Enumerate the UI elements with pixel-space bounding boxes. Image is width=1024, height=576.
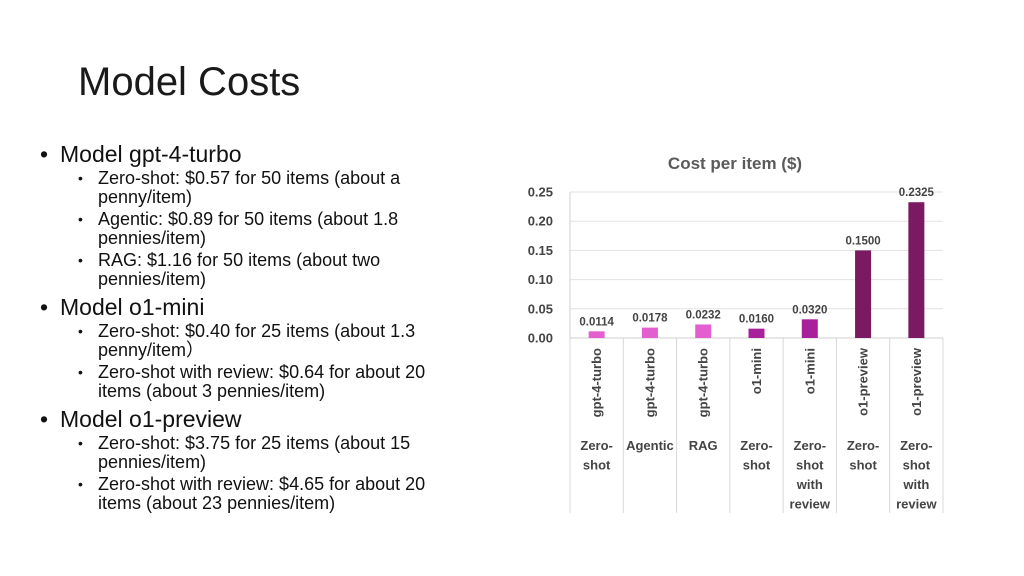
- category-method-label: Zero-: [740, 438, 773, 453]
- bullet-dot-icon: •: [40, 294, 49, 320]
- data-label: 0.0114: [579, 316, 614, 328]
- sub-bullet-line: Zero-shot with review: $4.65 for about 2…: [98, 474, 426, 494]
- category-method-label: review: [896, 497, 937, 512]
- sub-bullet-line: Agentic: $0.89 for 50 items (about 1.8: [98, 209, 399, 229]
- y-tick-label: 0.05: [528, 301, 553, 316]
- sub-bullet-text: RAG: $1.16 for 50 items (about two pennie…: [98, 251, 380, 289]
- sub-bullet-text: Agentic: $0.89 for 50 items (about 1.8 pe…: [98, 210, 398, 248]
- section-heading: • Model o1-preview: [40, 405, 490, 433]
- bullet-dot-icon: •: [78, 364, 83, 380]
- bullet-dot-icon: •: [40, 406, 49, 432]
- bar: [641, 327, 658, 338]
- bullet-dot-icon: •: [78, 435, 83, 451]
- slide-title: Model Costs: [78, 60, 301, 104]
- y-tick-label: 0.10: [528, 272, 553, 287]
- sub-list: • Zero-shot: $0.40 for 25 items (about 1.…: [78, 322, 490, 401]
- data-label: 0.1500: [845, 235, 880, 247]
- bar: [801, 319, 818, 338]
- sub-bullet-text: Zero-shot: $0.57 for 50 items (about a pe…: [98, 169, 400, 207]
- category-method-label: with: [902, 477, 929, 492]
- y-tick-label: 0.15: [528, 243, 553, 258]
- section-heading: • Model o1-mini: [40, 293, 490, 321]
- y-tick-label: 0.00: [528, 331, 553, 346]
- bar: [695, 324, 712, 338]
- bar: [855, 250, 872, 338]
- data-label: 0.2325: [899, 187, 935, 199]
- bullet-section: • Model gpt-4-turbo • Zero-shot: $0.57 for …: [40, 140, 490, 289]
- sub-bullet: • Zero-shot: $0.40 for 25 items (about 1.…: [78, 322, 490, 360]
- sub-bullet: • Agentic: $0.89 for 50 items (about 1.8 p…: [78, 210, 490, 248]
- section-heading: • Model gpt-4-turbo: [40, 140, 490, 168]
- category-model-label: o1-mini: [749, 348, 764, 394]
- bullet-dot-icon: •: [40, 141, 49, 167]
- category-method-label: shot: [796, 458, 824, 473]
- y-tick-label: 0.20: [528, 214, 553, 229]
- bar: [588, 331, 605, 338]
- category-method-label: RAG: [689, 438, 718, 453]
- sub-bullet: • Zero-shot with review: $4.65 for about …: [78, 475, 490, 513]
- sub-bullet-line: pennies/item): [98, 452, 207, 472]
- data-label: 0.0160: [739, 314, 774, 326]
- sub-bullet-line: Zero-shot: $3.75 for 25 items (about 15: [98, 433, 411, 453]
- category-model-label: gpt-4-turbo: [642, 348, 657, 417]
- sub-bullet: • Zero-shot with review: $0.64 for about …: [78, 363, 490, 401]
- sub-bullet-line: RAG: $1.16 for 50 items (about two: [98, 250, 381, 270]
- category-method-label: Zero-: [580, 438, 613, 453]
- category-method-label: shot: [903, 458, 931, 473]
- sub-bullet-text: Zero-shot with review: $4.65 for about 2…: [98, 475, 425, 513]
- sub-bullet-line: items (about 3 pennies/item): [98, 381, 326, 401]
- sub-bullet-line: items (about 23 pennies/item): [98, 493, 336, 513]
- chart-title: Cost per item ($): [668, 154, 802, 173]
- bullet-dot-icon: •: [78, 252, 83, 268]
- bullet-dot-icon: •: [78, 323, 83, 339]
- data-label: 0.0232: [686, 309, 721, 321]
- category-method-label: Zero-: [794, 438, 827, 453]
- y-tick-label: 0.25: [528, 185, 553, 200]
- sub-bullet-line: penny/item): [98, 187, 193, 207]
- category-method-label: shot: [849, 458, 877, 473]
- section-label: Model o1-preview: [60, 406, 242, 432]
- sub-bullet-text: Zero-shot: $3.75 for 25 items (about 15 p…: [98, 434, 410, 472]
- category-method-label: with: [796, 477, 823, 492]
- bullet-dot-icon: •: [78, 170, 83, 186]
- category-model-label: gpt-4-turbo: [589, 348, 604, 417]
- category-model-label: o1-preview: [909, 347, 924, 416]
- sub-bullet-line: pennies/item): [98, 269, 207, 289]
- sub-bullet: • Zero-shot: $3.75 for 25 items (about 15…: [78, 434, 490, 472]
- bullet-section: • Model o1-mini • Zero-shot: $0.40 for 25 i…: [40, 293, 490, 401]
- sub-bullet-line: Zero-shot: $0.57 for 50 items (about a: [98, 168, 401, 188]
- section-label: Model o1-mini: [60, 294, 205, 320]
- sub-bullet-text: Zero-shot with review: $0.64 for about 2…: [98, 363, 425, 401]
- bar: [908, 202, 925, 338]
- sub-bullet: • RAG: $1.16 for 50 items (about two penni…: [78, 251, 490, 289]
- sub-list: • Zero-shot: $3.75 for 25 items (about 15…: [78, 434, 490, 513]
- bullet-section: • Model o1-preview • Zero-shot: $3.75 for 2…: [40, 405, 490, 513]
- sub-bullet-line: Zero-shot: $0.40 for 25 items (about 1.3: [98, 321, 416, 341]
- cost-per-item-chart: Cost per item ($) 0.00 0.05 0.10 0.15 0.20 0.2…: [515, 145, 955, 525]
- bar: [748, 328, 765, 338]
- category-model-label: o1-preview: [856, 347, 871, 416]
- data-label: 0.0178: [632, 313, 668, 325]
- category-method-label: Agentic: [626, 438, 674, 453]
- category-method-label: Zero-: [847, 438, 880, 453]
- category-model-label: gpt-4-turbo: [696, 348, 711, 417]
- category-model-label: o1-mini: [802, 348, 817, 394]
- sub-bullet-line: Zero-shot with review: $0.64 for about 2…: [98, 362, 426, 382]
- section-label: Model gpt-4-turbo: [60, 141, 242, 167]
- data-label: 0.0320: [792, 304, 827, 316]
- bullet-dot-icon: •: [78, 211, 83, 227]
- category-method-label: shot: [583, 458, 611, 473]
- sub-bullet-line: penny/item）: [98, 340, 205, 360]
- category-method-label: Zero-: [900, 438, 933, 453]
- bullet-list: • Model gpt-4-turbo • Zero-shot: $0.57 for …: [40, 140, 490, 517]
- sub-bullet-text: Zero-shot: $0.40 for 25 items (about 1.3…: [98, 322, 415, 360]
- chart-svg: Cost per item ($) 0.00 0.05 0.10 0.15 0.20 0.2…: [528, 154, 944, 513]
- bullet-dot-icon: •: [78, 476, 83, 492]
- category-method-label: shot: [743, 458, 771, 473]
- sub-bullet-line: pennies/item): [98, 228, 207, 248]
- category-method-label: review: [790, 497, 831, 512]
